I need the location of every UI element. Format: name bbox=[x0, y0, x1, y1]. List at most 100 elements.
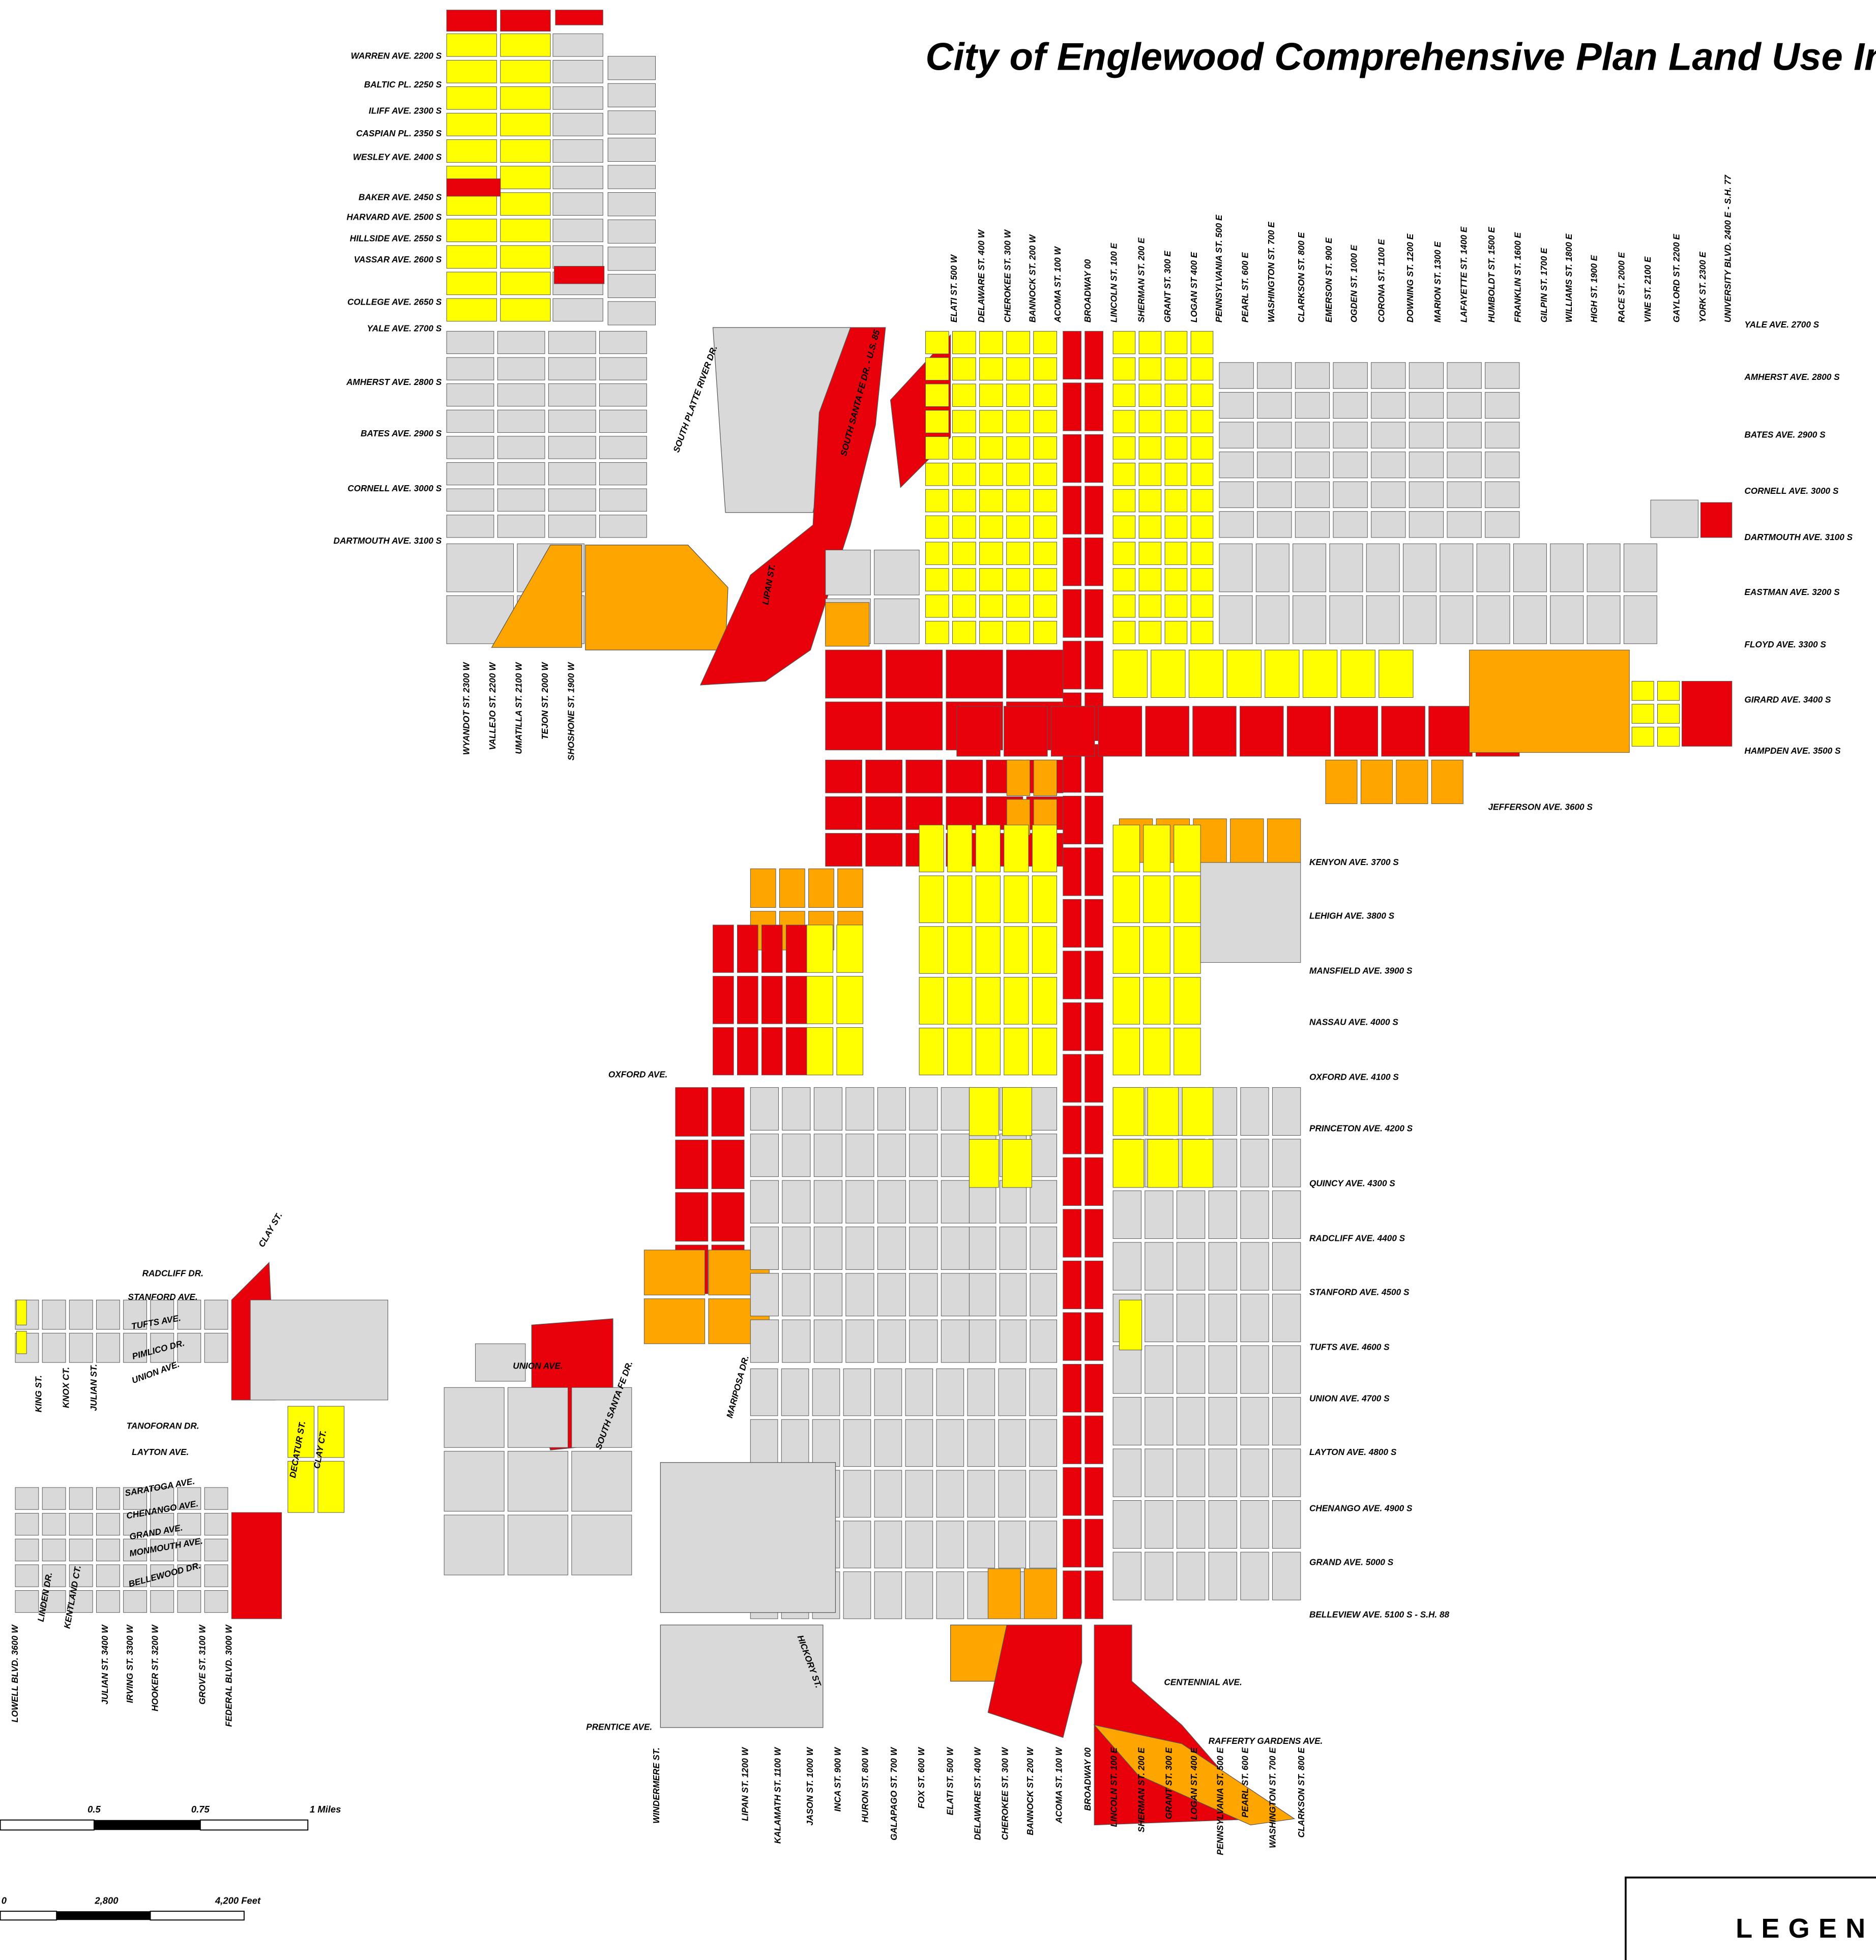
street-label: DARTMOUTH AVE. 3100 S bbox=[334, 536, 442, 546]
block bbox=[608, 56, 655, 80]
block bbox=[608, 111, 655, 134]
block bbox=[1003, 1087, 1032, 1136]
block bbox=[953, 595, 976, 617]
block bbox=[1165, 569, 1187, 591]
block bbox=[910, 1087, 937, 1130]
block bbox=[919, 825, 944, 872]
block bbox=[750, 1273, 778, 1316]
block bbox=[1063, 589, 1081, 637]
block bbox=[1295, 363, 1329, 389]
block bbox=[250, 1300, 388, 1400]
street-label: LINCOLN ST. 100 E bbox=[1108, 1747, 1119, 1827]
block bbox=[1272, 1449, 1300, 1497]
block bbox=[1034, 621, 1057, 643]
block bbox=[957, 706, 1000, 756]
block bbox=[1371, 452, 1405, 478]
block bbox=[1030, 1087, 1057, 1130]
block bbox=[1085, 1106, 1103, 1154]
block bbox=[1063, 1519, 1081, 1567]
block bbox=[837, 925, 863, 972]
block bbox=[1165, 358, 1187, 380]
street-label: UNION AVE. 4700 S bbox=[1309, 1393, 1390, 1403]
block bbox=[600, 515, 647, 538]
block bbox=[713, 976, 734, 1024]
block bbox=[1333, 482, 1367, 508]
block bbox=[843, 1521, 871, 1568]
block bbox=[1085, 641, 1103, 689]
block bbox=[713, 1027, 734, 1075]
block bbox=[1371, 363, 1405, 389]
street-label: TUFTS AVE. 4600 S bbox=[1309, 1342, 1390, 1352]
block bbox=[1085, 434, 1103, 482]
block bbox=[1034, 595, 1057, 617]
block bbox=[17, 1331, 27, 1354]
block bbox=[501, 219, 550, 242]
block bbox=[1230, 819, 1264, 863]
block bbox=[1007, 463, 1030, 485]
block bbox=[712, 1193, 744, 1241]
block bbox=[151, 1590, 174, 1612]
block bbox=[1007, 410, 1030, 433]
block bbox=[1371, 512, 1405, 538]
block bbox=[97, 1333, 120, 1362]
block bbox=[1256, 596, 1289, 644]
street-label: BANNOCK ST. 200 W bbox=[1025, 1746, 1035, 1835]
block bbox=[976, 927, 1000, 973]
street-label: CORNELL AVE. 3000 S bbox=[1744, 486, 1839, 496]
block bbox=[1139, 437, 1161, 459]
street-label: WILLIAMS ST. 1800 E bbox=[1564, 233, 1574, 322]
block bbox=[761, 1027, 782, 1075]
block bbox=[1470, 650, 1630, 753]
block bbox=[1447, 363, 1481, 389]
block bbox=[826, 834, 862, 867]
block bbox=[42, 1333, 66, 1362]
block bbox=[1165, 489, 1187, 512]
street-label: STANFORD AVE. bbox=[128, 1292, 198, 1302]
map-title: City of Englewood Comprehensive Plan Lan… bbox=[925, 36, 1876, 79]
block bbox=[1189, 650, 1223, 697]
block bbox=[1209, 1242, 1237, 1290]
block bbox=[1403, 596, 1437, 644]
block bbox=[761, 925, 782, 972]
block bbox=[1144, 825, 1170, 872]
street-label: GIRARD AVE. 3400 S bbox=[1744, 694, 1831, 704]
street-label: HAMPDEN AVE. 3500 S bbox=[1744, 746, 1841, 756]
block bbox=[1257, 363, 1292, 389]
block bbox=[501, 246, 550, 269]
block bbox=[1145, 1552, 1173, 1600]
block bbox=[782, 1227, 810, 1269]
block bbox=[980, 595, 1003, 617]
block bbox=[1113, 489, 1135, 512]
block bbox=[1587, 596, 1620, 644]
block bbox=[69, 1300, 93, 1329]
block bbox=[676, 1140, 708, 1189]
block bbox=[17, 1300, 27, 1325]
block bbox=[1007, 331, 1030, 353]
block bbox=[1145, 1449, 1173, 1497]
block bbox=[953, 463, 976, 485]
legend-title: LEGEN bbox=[1736, 1913, 1874, 1944]
block bbox=[1219, 392, 1253, 418]
block bbox=[1219, 482, 1253, 508]
street-label: CLARKSON ST. 800 E bbox=[1296, 232, 1306, 322]
block bbox=[548, 331, 596, 353]
block bbox=[906, 797, 943, 830]
block bbox=[497, 515, 545, 538]
block bbox=[925, 569, 949, 591]
street-label: UNIVERSITY BLVD. 2400 E - S.H. 77 bbox=[1722, 174, 1733, 323]
street-label: RADCLIFF AVE. 4400 S bbox=[1309, 1233, 1405, 1243]
street-label: GROVE ST. 3100 W bbox=[197, 1624, 208, 1705]
block bbox=[1209, 1191, 1237, 1238]
street-label: PRINCETON AVE. 4200 S bbox=[1309, 1123, 1413, 1133]
block bbox=[1113, 331, 1135, 353]
block bbox=[1032, 1028, 1057, 1075]
block bbox=[980, 463, 1003, 485]
block bbox=[204, 1565, 228, 1587]
block bbox=[204, 1513, 228, 1535]
block bbox=[1485, 422, 1519, 448]
street-label: SHERMAN ST. 200 E bbox=[1136, 1747, 1147, 1832]
block bbox=[712, 1140, 744, 1189]
block bbox=[1063, 1003, 1081, 1051]
block bbox=[553, 60, 603, 83]
street-label: VINE ST. 2100 E bbox=[1643, 256, 1653, 322]
